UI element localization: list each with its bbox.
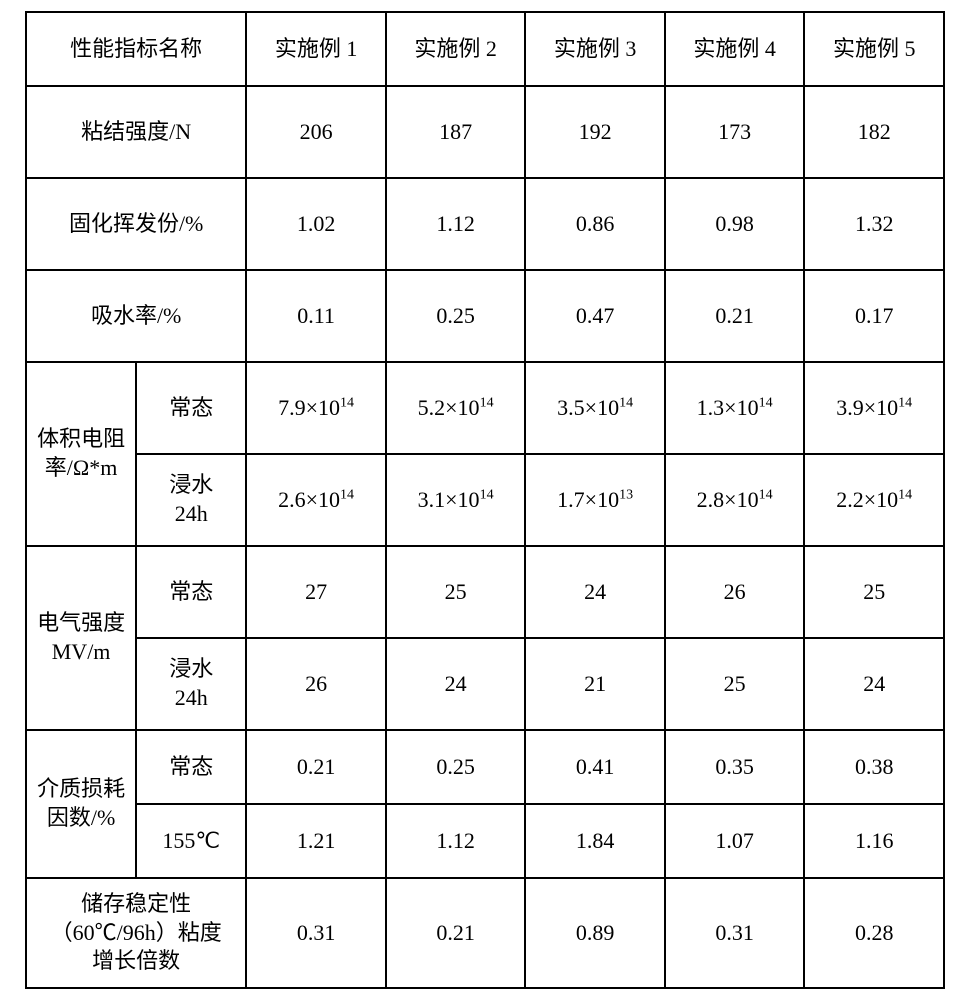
sub-label-normal: 常态 bbox=[136, 546, 246, 638]
table-row: 155℃ 1.21 1.12 1.84 1.07 1.16 bbox=[26, 804, 944, 878]
row-label-volume-resistivity: 体积电阻率/Ω*m bbox=[26, 362, 136, 546]
cell: 192 bbox=[525, 86, 665, 178]
cell: 0.17 bbox=[804, 270, 944, 362]
cell: 26 bbox=[665, 546, 805, 638]
header-col-5: 实施例 5 bbox=[804, 12, 944, 86]
cell: 206 bbox=[246, 86, 386, 178]
sub-label-soak-24h: 浸水 24h bbox=[136, 638, 246, 730]
label-line: 储存稳定性 bbox=[81, 891, 191, 916]
header-col-2: 实施例 2 bbox=[386, 12, 526, 86]
cell: 2.6×1014 bbox=[246, 454, 386, 546]
cell: 1.12 bbox=[386, 178, 526, 270]
cell: 21 bbox=[525, 638, 665, 730]
label-line: （60℃/96h）粘度 bbox=[51, 920, 222, 945]
cell: 24 bbox=[386, 638, 526, 730]
table-row: 吸水率/% 0.11 0.25 0.47 0.21 0.17 bbox=[26, 270, 944, 362]
cell: 182 bbox=[804, 86, 944, 178]
cell: 0.28 bbox=[804, 878, 944, 988]
cell: 7.9×1014 bbox=[246, 362, 386, 454]
cell: 0.47 bbox=[525, 270, 665, 362]
cell: 2.8×1014 bbox=[665, 454, 805, 546]
sub-label-soak-24h: 浸水 24h bbox=[136, 454, 246, 546]
table-row: 储存稳定性 （60℃/96h）粘度 增长倍数 0.31 0.21 0.89 0.… bbox=[26, 878, 944, 988]
cell: 0.25 bbox=[386, 270, 526, 362]
cell: 0.31 bbox=[665, 878, 805, 988]
cell: 1.84 bbox=[525, 804, 665, 878]
sub-label-line: 24h bbox=[175, 501, 208, 526]
table-row: 固化挥发份/% 1.02 1.12 0.86 0.98 1.32 bbox=[26, 178, 944, 270]
label-line: 增长倍数 bbox=[92, 948, 180, 973]
cell: 25 bbox=[665, 638, 805, 730]
cell: 1.7×1013 bbox=[525, 454, 665, 546]
table-row: 体积电阻率/Ω*m 常态 7.9×1014 5.2×1014 3.5×1014 … bbox=[26, 362, 944, 454]
sub-label-line: 24h bbox=[175, 685, 208, 710]
cell: 187 bbox=[386, 86, 526, 178]
cell: 25 bbox=[386, 546, 526, 638]
header-col-1: 实施例 1 bbox=[246, 12, 386, 86]
table-header-row: 性能指标名称 实施例 1 实施例 2 实施例 3 实施例 4 实施例 5 bbox=[26, 12, 944, 86]
cell: 0.35 bbox=[665, 730, 805, 804]
header-param-label: 性能指标名称 bbox=[26, 12, 246, 86]
table-row: 浸水 24h 2.6×1014 3.1×1014 1.7×1013 2.8×10… bbox=[26, 454, 944, 546]
cell: 2.2×1014 bbox=[804, 454, 944, 546]
cell: 1.02 bbox=[246, 178, 386, 270]
cell: 1.21 bbox=[246, 804, 386, 878]
row-label-electric-strength: 电气强度 MV/m bbox=[26, 546, 136, 730]
cell: 5.2×1014 bbox=[386, 362, 526, 454]
cell: 25 bbox=[804, 546, 944, 638]
cell: 1.12 bbox=[386, 804, 526, 878]
cell: 1.16 bbox=[804, 804, 944, 878]
cell: 0.21 bbox=[386, 878, 526, 988]
cell: 173 bbox=[665, 86, 805, 178]
cell: 26 bbox=[246, 638, 386, 730]
cell: 0.21 bbox=[246, 730, 386, 804]
table-row: 粘结强度/N 206 187 192 173 182 bbox=[26, 86, 944, 178]
cell: 0.38 bbox=[804, 730, 944, 804]
cell: 1.3×1014 bbox=[665, 362, 805, 454]
group-label-line: 介质损耗 bbox=[37, 776, 125, 801]
cell: 1.32 bbox=[804, 178, 944, 270]
cell: 0.89 bbox=[525, 878, 665, 988]
table-row: 介质损耗 因数/% 常态 0.21 0.25 0.41 0.35 0.38 bbox=[26, 730, 944, 804]
table-row: 电气强度 MV/m 常态 27 25 24 26 25 bbox=[26, 546, 944, 638]
sub-label-normal: 常态 bbox=[136, 362, 246, 454]
header-col-4: 实施例 4 bbox=[665, 12, 805, 86]
cell: 3.9×1014 bbox=[804, 362, 944, 454]
cell: 3.1×1014 bbox=[386, 454, 526, 546]
sub-label-line: 浸水 bbox=[169, 472, 213, 497]
cell: 0.41 bbox=[525, 730, 665, 804]
row-label-water-absorption: 吸水率/% bbox=[26, 270, 246, 362]
group-label-line: MV/m bbox=[52, 639, 111, 664]
group-label-line: 因数/% bbox=[47, 805, 115, 830]
cell: 24 bbox=[525, 546, 665, 638]
cell: 0.31 bbox=[246, 878, 386, 988]
cell: 24 bbox=[804, 638, 944, 730]
group-label-line: 电气强度 bbox=[37, 610, 125, 635]
cell: 0.98 bbox=[665, 178, 805, 270]
row-label-curing-volatile: 固化挥发份/% bbox=[26, 178, 246, 270]
sub-label-normal: 常态 bbox=[136, 730, 246, 804]
properties-table: 性能指标名称 实施例 1 实施例 2 实施例 3 实施例 4 实施例 5 粘结强… bbox=[25, 11, 945, 989]
cell: 3.5×1014 bbox=[525, 362, 665, 454]
cell: 27 bbox=[246, 546, 386, 638]
table-row: 浸水 24h 26 24 21 25 24 bbox=[26, 638, 944, 730]
row-label-dielectric-loss: 介质损耗 因数/% bbox=[26, 730, 136, 878]
cell: 0.25 bbox=[386, 730, 526, 804]
sub-label-155c: 155℃ bbox=[136, 804, 246, 878]
cell: 1.07 bbox=[665, 804, 805, 878]
row-label-storage-stability: 储存稳定性 （60℃/96h）粘度 增长倍数 bbox=[26, 878, 246, 988]
cell: 0.11 bbox=[246, 270, 386, 362]
row-label-bond-strength: 粘结强度/N bbox=[26, 86, 246, 178]
sub-label-line: 浸水 bbox=[169, 656, 213, 681]
cell: 0.86 bbox=[525, 178, 665, 270]
header-col-3: 实施例 3 bbox=[525, 12, 665, 86]
group-label-text: 体积电阻率/Ω*m bbox=[37, 426, 125, 480]
cell: 0.21 bbox=[665, 270, 805, 362]
